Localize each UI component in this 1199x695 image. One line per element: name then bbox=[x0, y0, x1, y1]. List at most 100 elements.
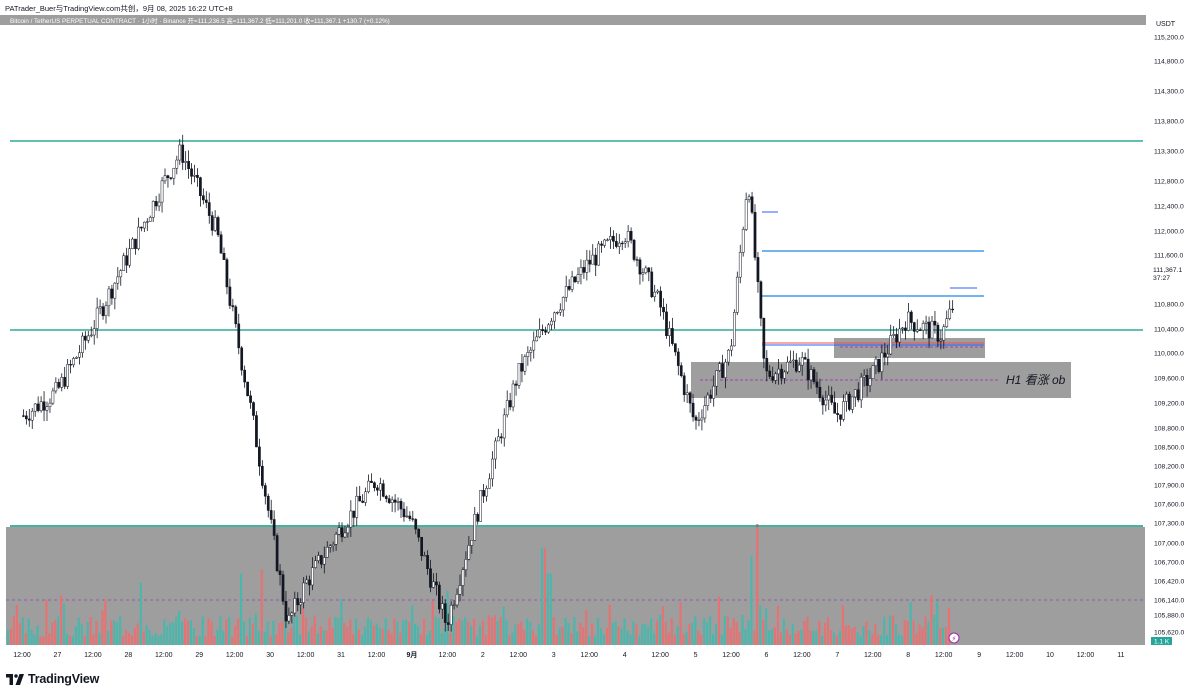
candle-body bbox=[650, 271, 654, 298]
candle-body bbox=[892, 334, 895, 336]
candle-body bbox=[107, 288, 111, 307]
volume-bar bbox=[540, 547, 544, 645]
lightning-icon[interactable] bbox=[948, 632, 960, 644]
volume-bar bbox=[458, 619, 461, 645]
candle-body bbox=[228, 286, 232, 306]
time-tick-label: 4 bbox=[623, 652, 627, 659]
volume-bar bbox=[903, 619, 906, 645]
candle-body bbox=[160, 180, 164, 203]
candle-body bbox=[874, 358, 878, 366]
candle-body bbox=[809, 369, 813, 381]
candle-body bbox=[933, 320, 937, 326]
price-axis[interactable]: USDT 115,200.0 114,800.0 114,300.0 113,800.… bbox=[1146, 14, 1199, 654]
volume-bar bbox=[157, 635, 160, 645]
volume-bar bbox=[363, 627, 367, 645]
volume-bar bbox=[546, 573, 549, 645]
candle-body bbox=[582, 267, 586, 273]
price-chart[interactable]: Bitcoin / TetherUS PERPETUAL CONTRACT · … bbox=[0, 14, 1199, 665]
candle-body bbox=[712, 385, 716, 399]
small-ob-zone[interactable] bbox=[834, 338, 985, 358]
candle-body bbox=[361, 500, 364, 503]
candle-body bbox=[449, 604, 453, 625]
candle-body bbox=[290, 612, 294, 616]
volume-bar bbox=[355, 618, 358, 645]
time-tick-label: 27 bbox=[54, 652, 62, 659]
candle-body bbox=[84, 335, 87, 341]
candle-body bbox=[585, 259, 589, 273]
volume-bar bbox=[505, 619, 508, 645]
volume-bar bbox=[511, 632, 514, 645]
candle-body bbox=[387, 498, 391, 503]
candle-body bbox=[603, 239, 606, 246]
volume-bar bbox=[776, 605, 780, 645]
volume-bar bbox=[175, 616, 178, 645]
candle-body bbox=[623, 241, 627, 244]
volume-bar bbox=[422, 618, 426, 645]
volume-bar bbox=[428, 630, 431, 645]
candle-body bbox=[455, 594, 459, 606]
brand-name: TradingView bbox=[28, 672, 100, 686]
tradingview-logo-icon bbox=[6, 673, 24, 685]
price-tick-label: 113,300.0 bbox=[1154, 149, 1184, 156]
volume-bar bbox=[859, 635, 862, 645]
time-tick-label: 12:00 bbox=[651, 652, 669, 659]
candle-body bbox=[429, 568, 432, 588]
volume-bar bbox=[461, 620, 464, 645]
candle-body bbox=[570, 276, 574, 290]
volume-bar bbox=[204, 635, 207, 645]
volume-bar bbox=[328, 617, 331, 645]
volume-bar bbox=[829, 630, 833, 645]
candle-body bbox=[219, 234, 223, 254]
volume-bar bbox=[782, 618, 785, 645]
candle-body bbox=[125, 255, 129, 266]
volume-bar bbox=[629, 634, 632, 645]
tradingview-brand[interactable]: TradingView bbox=[6, 672, 99, 686]
candle-body bbox=[907, 311, 910, 331]
candle-body bbox=[836, 413, 839, 415]
time-tick-label: 12:00 bbox=[297, 652, 315, 659]
time-tick-label: 2 bbox=[481, 652, 485, 659]
candle-body bbox=[119, 270, 123, 278]
volume-bar bbox=[726, 616, 729, 645]
volume-bar bbox=[124, 630, 128, 645]
candle-body bbox=[261, 465, 264, 486]
candle-body bbox=[853, 389, 857, 398]
candle-body bbox=[606, 239, 609, 241]
volume-bar bbox=[74, 626, 77, 645]
candle-body bbox=[915, 329, 919, 332]
candle-body bbox=[461, 569, 465, 586]
candle-body bbox=[381, 483, 385, 497]
candle-body bbox=[889, 335, 893, 355]
candle-body bbox=[166, 175, 170, 179]
candle-body bbox=[417, 528, 421, 538]
candle-body bbox=[635, 259, 639, 261]
candle-body bbox=[529, 349, 533, 353]
candle-body bbox=[63, 377, 67, 387]
volume-bar bbox=[27, 618, 30, 645]
volume-bar bbox=[650, 618, 653, 645]
candle-body bbox=[86, 335, 90, 341]
volume-bar bbox=[924, 616, 927, 645]
time-tick-label: 30 bbox=[266, 652, 274, 659]
volume-bar bbox=[770, 629, 774, 645]
time-tick-label: 12:00 bbox=[580, 652, 598, 659]
candle-body bbox=[523, 356, 527, 372]
candle-body bbox=[877, 358, 881, 372]
volume-bar bbox=[372, 625, 375, 645]
volume-bar bbox=[835, 635, 839, 645]
candle-body bbox=[576, 274, 580, 283]
candle-body bbox=[706, 394, 710, 406]
volume-bar bbox=[720, 634, 723, 645]
candle-body bbox=[538, 329, 541, 338]
volume-bar bbox=[608, 604, 611, 645]
candle-body bbox=[579, 267, 583, 275]
volume-bar bbox=[278, 622, 281, 645]
volume-bar bbox=[104, 599, 107, 645]
candle-body bbox=[408, 515, 412, 519]
time-axis[interactable]: 12:00 27 12:00 28 12:00 29 12:00 30 12:00 31 12:00… bbox=[13, 651, 1124, 659]
candle-body bbox=[812, 369, 816, 383]
volume-bar bbox=[45, 599, 48, 645]
publish-header: PATrader_Buer与TradingView.com共创，9月 08, 2… bbox=[0, 0, 1199, 14]
volume-bar bbox=[390, 633, 393, 645]
candle-body bbox=[617, 242, 621, 247]
